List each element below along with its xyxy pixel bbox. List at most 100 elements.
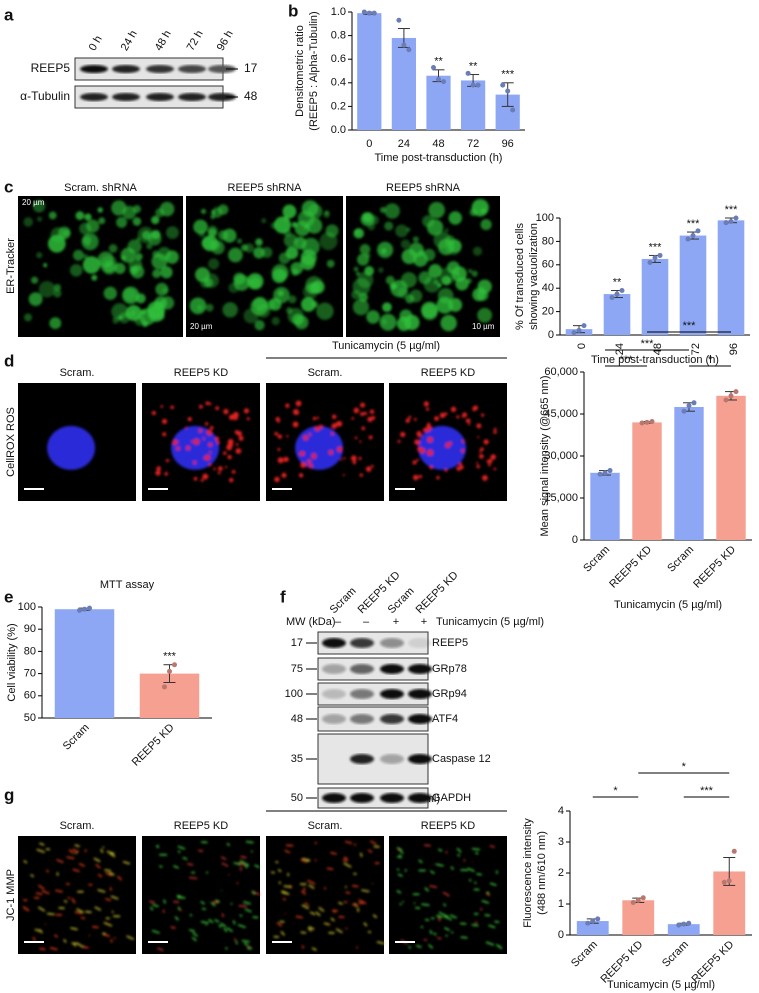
- texture: [34, 928, 41, 932]
- blot-band: [350, 689, 374, 699]
- texture: [23, 907, 30, 912]
- image-title: REEP5 KD: [421, 820, 475, 832]
- texture: [399, 309, 413, 323]
- texture: [488, 924, 496, 929]
- texture: [331, 414, 337, 420]
- texture: [428, 263, 443, 278]
- texture: [422, 427, 427, 433]
- texture: [135, 253, 143, 261]
- texture: [344, 840, 353, 845]
- mw-label: 75: [291, 663, 303, 675]
- texture: [126, 935, 135, 941]
- texture: [254, 320, 265, 331]
- texture: [354, 436, 358, 440]
- texture: [53, 283, 62, 292]
- blot-band: [408, 664, 432, 674]
- texture: [379, 313, 397, 331]
- texture: [146, 243, 153, 250]
- y-tick-label: 15,000: [544, 492, 578, 504]
- data-point: [652, 255, 658, 261]
- blot-band: [322, 689, 346, 699]
- texture: [352, 884, 359, 888]
- texture: [223, 451, 227, 455]
- texture: [39, 947, 46, 951]
- texture: [353, 266, 359, 272]
- y-tick-label: 70: [24, 668, 36, 680]
- y-tick-label: 2: [558, 867, 564, 879]
- texture: [306, 217, 323, 234]
- texture: [308, 926, 315, 931]
- texture: [246, 273, 264, 290]
- data-point: [590, 918, 596, 924]
- image-title: Scram.: [308, 367, 343, 379]
- texture: [35, 892, 43, 896]
- y-tick-label: 1: [558, 898, 564, 910]
- texture: [345, 891, 351, 895]
- texture: [307, 904, 310, 907]
- lane-label: 24 h: [119, 28, 140, 53]
- texture: [308, 433, 312, 436]
- texture: [203, 456, 206, 460]
- texture: [433, 279, 439, 285]
- significance: *: [613, 785, 618, 797]
- texture: [94, 906, 102, 911]
- texture: [439, 412, 446, 419]
- texture: [142, 320, 149, 327]
- lane-label: 96 h: [215, 28, 236, 53]
- texture: [351, 903, 359, 907]
- texture: [102, 933, 111, 938]
- texture: [338, 901, 343, 905]
- data-point: [585, 920, 591, 926]
- texture: [437, 238, 455, 256]
- texture: [471, 270, 478, 277]
- blot-band: [350, 714, 374, 724]
- texture: [376, 941, 385, 945]
- texture: [351, 289, 361, 300]
- mw-label: 48: [291, 713, 303, 725]
- texture: [38, 280, 56, 298]
- texture: [226, 842, 231, 847]
- texture: [283, 456, 289, 463]
- lane-label: 0 h: [87, 34, 105, 53]
- texture: [352, 460, 357, 465]
- texture: [434, 416, 439, 421]
- texture: [479, 450, 482, 453]
- texture: [462, 412, 468, 418]
- texture: [56, 858, 64, 864]
- texture: [376, 241, 394, 258]
- blot-band: [380, 714, 404, 724]
- texture: [356, 946, 359, 949]
- texture: [278, 881, 281, 885]
- texture: [476, 464, 480, 469]
- data-point: [431, 64, 436, 70]
- texture: [448, 211, 462, 225]
- y-tick-label: 20: [542, 306, 554, 318]
- texture: [400, 239, 411, 249]
- texture: [156, 947, 164, 952]
- panel-label: c: [4, 177, 13, 196]
- bar: [622, 900, 655, 935]
- texture: [461, 439, 465, 443]
- data-point: [162, 684, 167, 690]
- texture: [442, 891, 450, 897]
- significance: ***: [687, 218, 701, 230]
- texture: [436, 296, 454, 314]
- y-tick-label: 100: [536, 212, 554, 224]
- mw-header: MW (kDa): [286, 616, 336, 628]
- texture: [254, 864, 260, 869]
- texture: [236, 882, 239, 885]
- x-axis-label: Tunicamycin (5 µg/ml): [614, 599, 722, 611]
- texture: [441, 275, 452, 286]
- texture: [330, 917, 335, 922]
- texture: [37, 216, 43, 222]
- texture: [225, 947, 228, 950]
- texture: [159, 865, 163, 868]
- texture: [436, 476, 440, 480]
- texture: [489, 882, 497, 887]
- texture: [209, 451, 212, 454]
- treatment-sign: +: [421, 616, 427, 628]
- texture: [425, 407, 430, 411]
- y-axis-label: (488 nm/610 nm): [536, 831, 548, 915]
- texture: [236, 430, 242, 437]
- texture: [201, 907, 206, 911]
